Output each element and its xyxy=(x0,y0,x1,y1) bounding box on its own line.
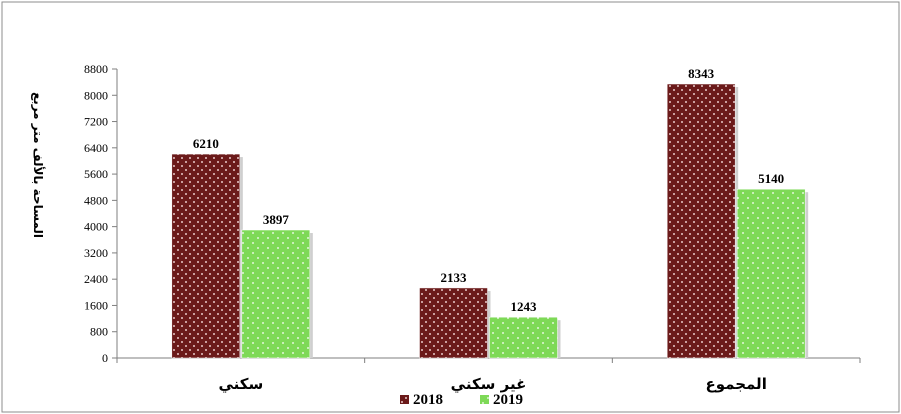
data-label: 1243 xyxy=(511,299,538,314)
y-tick-label: 6400 xyxy=(84,141,108,155)
y-tick-label: 8000 xyxy=(84,88,108,102)
legend-label: 2018 xyxy=(413,392,443,408)
y-tick-label: 3200 xyxy=(84,246,108,260)
category-label: غير سكني xyxy=(451,375,527,393)
y-tick-label: 8800 xyxy=(84,62,108,76)
data-label: 8343 xyxy=(688,66,715,81)
y-tick-label: 4800 xyxy=(84,193,108,207)
y-tick-label: 4000 xyxy=(84,220,108,234)
bar-2019-1 xyxy=(489,316,558,359)
bar-2019-2 xyxy=(736,188,806,359)
legend-swatch-2018 xyxy=(400,395,409,404)
bar-2019-0 xyxy=(241,229,311,359)
data-label: 6210 xyxy=(193,136,219,151)
y-tick-label: 7200 xyxy=(84,115,108,129)
y-tick-label: 800 xyxy=(90,325,108,339)
legend-swatch-2019 xyxy=(480,395,489,404)
bar-2018-1 xyxy=(419,287,488,359)
data-label: 5140 xyxy=(758,171,784,186)
data-label: 2133 xyxy=(441,270,468,285)
data-label: 3897 xyxy=(263,212,290,227)
legend-label: 2019 xyxy=(493,392,523,408)
bar-2018-0 xyxy=(171,153,241,359)
y-axis-title: المساحة بالألف متر مربع xyxy=(31,92,46,238)
category-label: سكني xyxy=(218,375,263,393)
y-tick-label: 5600 xyxy=(84,167,108,181)
y-tick-label: 0 xyxy=(102,351,108,365)
y-tick-label: 2400 xyxy=(84,272,108,286)
category-label: المجموع xyxy=(705,375,766,393)
bar-2018-2 xyxy=(666,83,736,359)
y-tick-label: 1600 xyxy=(84,298,108,312)
